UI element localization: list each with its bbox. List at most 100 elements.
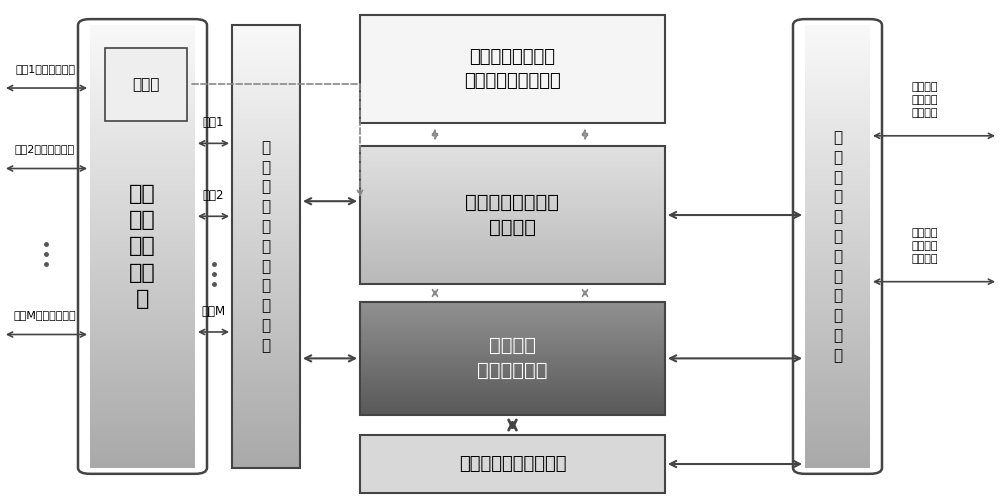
Bar <box>805 352 870 357</box>
Bar <box>805 69 870 75</box>
Bar <box>90 407 195 412</box>
Bar <box>90 390 195 396</box>
Bar <box>360 200 665 201</box>
Bar <box>90 246 195 252</box>
Text: 波束1: 波束1 <box>203 116 224 129</box>
Bar <box>90 313 195 318</box>
Bar <box>360 174 665 175</box>
Bar <box>805 291 870 296</box>
Bar <box>805 258 870 263</box>
Bar <box>232 64 300 69</box>
Bar <box>90 401 195 407</box>
Bar <box>360 413 665 415</box>
Bar <box>232 80 300 86</box>
Bar <box>232 147 300 152</box>
Bar <box>360 147 665 149</box>
Bar <box>805 141 870 147</box>
Bar <box>232 31 300 36</box>
Bar <box>805 58 870 64</box>
Bar <box>360 312 665 313</box>
Bar <box>360 350 665 351</box>
Bar <box>90 440 195 446</box>
Bar <box>805 302 870 307</box>
Bar <box>232 451 300 457</box>
Bar <box>805 446 870 451</box>
Bar <box>360 389 665 391</box>
Bar <box>360 375 665 377</box>
Bar <box>360 396 665 398</box>
Bar <box>805 246 870 252</box>
Bar <box>805 53 870 58</box>
Bar <box>90 451 195 457</box>
Bar <box>805 191 870 197</box>
Bar <box>90 53 195 58</box>
Bar <box>90 429 195 435</box>
Bar <box>360 339 665 340</box>
Bar <box>360 212 665 213</box>
Bar <box>90 158 195 163</box>
Bar <box>90 296 195 302</box>
Bar <box>805 318 870 324</box>
Bar <box>232 202 300 208</box>
Bar <box>360 405 665 406</box>
Bar <box>232 119 300 125</box>
Text: 馈
电
链
路
射
频
变
频
载
荷
组
件: 馈 电 链 路 射 频 变 频 载 荷 组 件 <box>833 130 842 363</box>
Bar <box>360 346 665 347</box>
Bar <box>105 48 187 121</box>
Bar <box>360 213 665 215</box>
Bar <box>360 264 665 265</box>
Bar <box>360 406 665 408</box>
Bar <box>360 227 665 229</box>
Bar <box>360 243 665 244</box>
Bar <box>90 147 195 152</box>
Bar <box>360 373 665 374</box>
Bar <box>90 318 195 324</box>
Bar <box>805 175 870 180</box>
Bar <box>90 363 195 368</box>
Bar <box>805 241 870 246</box>
Bar <box>90 252 195 258</box>
Bar <box>232 352 300 357</box>
Bar <box>805 47 870 53</box>
Bar <box>360 327 665 328</box>
Bar <box>805 307 870 313</box>
Bar <box>360 384 665 385</box>
Bar <box>360 367 665 368</box>
Bar <box>360 163 665 165</box>
Bar <box>805 158 870 163</box>
Bar <box>360 196 665 198</box>
Bar <box>360 364 665 366</box>
Bar <box>360 177 665 179</box>
Bar <box>232 401 300 407</box>
Bar <box>90 357 195 363</box>
Bar <box>805 169 870 175</box>
Text: 波束M: 波束M <box>201 305 226 318</box>
Bar <box>90 47 195 53</box>
Bar <box>90 97 195 103</box>
Bar <box>360 323 665 324</box>
Bar <box>360 408 665 409</box>
Bar <box>360 186 665 188</box>
Bar <box>360 320 665 321</box>
Bar <box>805 125 870 130</box>
Bar <box>805 379 870 385</box>
Bar <box>360 252 665 253</box>
Text: 馈电链路
星间处理
转发信号: 馈电链路 星间处理 转发信号 <box>912 82 938 118</box>
Bar <box>90 285 195 291</box>
Bar <box>90 412 195 418</box>
Bar <box>90 219 195 224</box>
Bar <box>360 169 665 170</box>
Bar <box>805 197 870 202</box>
Bar <box>90 75 195 80</box>
Bar <box>232 130 300 136</box>
Bar <box>360 246 665 248</box>
Bar <box>360 253 665 255</box>
Bar <box>232 108 300 114</box>
Bar <box>90 302 195 307</box>
Bar <box>360 271 665 272</box>
Bar <box>360 340 665 342</box>
Bar <box>805 75 870 80</box>
Bar <box>360 276 665 277</box>
Bar <box>232 136 300 141</box>
Bar <box>360 191 665 193</box>
